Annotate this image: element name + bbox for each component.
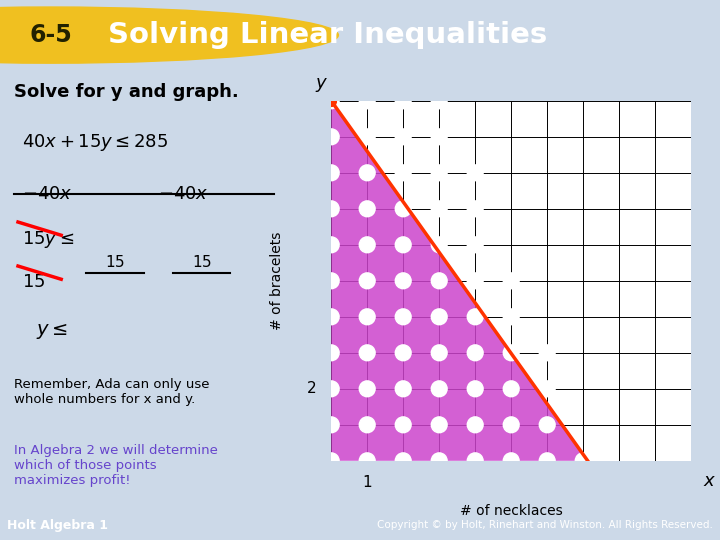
Circle shape xyxy=(431,309,447,325)
Circle shape xyxy=(431,93,447,109)
Circle shape xyxy=(359,165,375,181)
Circle shape xyxy=(539,453,555,469)
Circle shape xyxy=(467,345,483,361)
Circle shape xyxy=(467,453,483,469)
Circle shape xyxy=(395,201,411,217)
Circle shape xyxy=(431,201,447,217)
Circle shape xyxy=(323,93,339,109)
Circle shape xyxy=(359,201,375,217)
Circle shape xyxy=(503,273,519,289)
Circle shape xyxy=(359,453,375,469)
Text: $15$: $15$ xyxy=(22,273,45,291)
Text: $15y \leq$: $15y \leq$ xyxy=(22,228,74,249)
Text: In Algebra 2 we will determine
which of those points
maximizes profit!: In Algebra 2 we will determine which of … xyxy=(14,444,218,487)
Circle shape xyxy=(431,165,447,181)
Circle shape xyxy=(503,381,519,397)
Circle shape xyxy=(359,309,375,325)
Circle shape xyxy=(467,237,483,253)
Circle shape xyxy=(359,129,375,145)
Text: 2: 2 xyxy=(307,381,317,396)
Circle shape xyxy=(323,237,339,253)
Circle shape xyxy=(323,273,339,289)
Text: $y \leq$: $y \leq$ xyxy=(36,321,68,341)
Circle shape xyxy=(395,129,411,145)
Circle shape xyxy=(431,237,447,253)
Circle shape xyxy=(539,381,555,397)
Circle shape xyxy=(359,273,375,289)
Circle shape xyxy=(359,345,375,361)
Circle shape xyxy=(467,381,483,397)
Text: x: x xyxy=(704,471,714,490)
Circle shape xyxy=(503,453,519,469)
Circle shape xyxy=(431,129,447,145)
Text: # of necklaces: # of necklaces xyxy=(460,504,562,518)
Circle shape xyxy=(323,381,339,397)
Text: $-40x$: $-40x$ xyxy=(158,185,210,202)
Polygon shape xyxy=(331,101,588,461)
Circle shape xyxy=(323,129,339,145)
Circle shape xyxy=(323,345,339,361)
Text: 6-5: 6-5 xyxy=(29,23,72,47)
Text: Holt Algebra 1: Holt Algebra 1 xyxy=(7,518,108,532)
Circle shape xyxy=(323,165,339,181)
Circle shape xyxy=(467,309,483,325)
Circle shape xyxy=(467,417,483,433)
Circle shape xyxy=(431,381,447,397)
Circle shape xyxy=(359,93,375,109)
Text: $40x+15y \leq 285$: $40x+15y \leq 285$ xyxy=(22,132,168,153)
Circle shape xyxy=(467,165,483,181)
Circle shape xyxy=(431,273,447,289)
Circle shape xyxy=(395,273,411,289)
Circle shape xyxy=(503,417,519,433)
Text: # of bracelets: # of bracelets xyxy=(270,232,284,330)
Circle shape xyxy=(323,453,339,469)
Text: Solve for y and graph.: Solve for y and graph. xyxy=(14,83,239,102)
Circle shape xyxy=(359,381,375,397)
Circle shape xyxy=(395,309,411,325)
Text: $-40x$: $-40x$ xyxy=(22,185,73,202)
Text: $15$: $15$ xyxy=(192,254,212,271)
Circle shape xyxy=(431,453,447,469)
Circle shape xyxy=(467,273,483,289)
Circle shape xyxy=(323,201,339,217)
Circle shape xyxy=(395,381,411,397)
Text: Copyright © by Holt, Rinehart and Winston. All Rights Reserved.: Copyright © by Holt, Rinehart and Winsto… xyxy=(377,520,713,530)
Circle shape xyxy=(395,165,411,181)
Circle shape xyxy=(395,237,411,253)
Text: Remember, Ada can only use
whole numbers for x and y.: Remember, Ada can only use whole numbers… xyxy=(14,378,210,406)
Circle shape xyxy=(395,453,411,469)
Text: Solving Linear Inequalities: Solving Linear Inequalities xyxy=(108,21,547,49)
Circle shape xyxy=(431,345,447,361)
Circle shape xyxy=(359,417,375,433)
Circle shape xyxy=(539,417,555,433)
Circle shape xyxy=(503,345,519,361)
Circle shape xyxy=(0,7,338,63)
Text: y: y xyxy=(315,74,325,92)
Circle shape xyxy=(323,417,339,433)
Circle shape xyxy=(395,345,411,361)
Circle shape xyxy=(539,345,555,361)
Text: $15$: $15$ xyxy=(105,254,125,271)
Circle shape xyxy=(431,417,447,433)
Circle shape xyxy=(395,417,411,433)
Circle shape xyxy=(359,237,375,253)
Circle shape xyxy=(575,453,591,469)
Circle shape xyxy=(323,309,339,325)
Text: 1: 1 xyxy=(362,475,372,490)
Circle shape xyxy=(467,201,483,217)
Circle shape xyxy=(395,93,411,109)
Circle shape xyxy=(503,309,519,325)
